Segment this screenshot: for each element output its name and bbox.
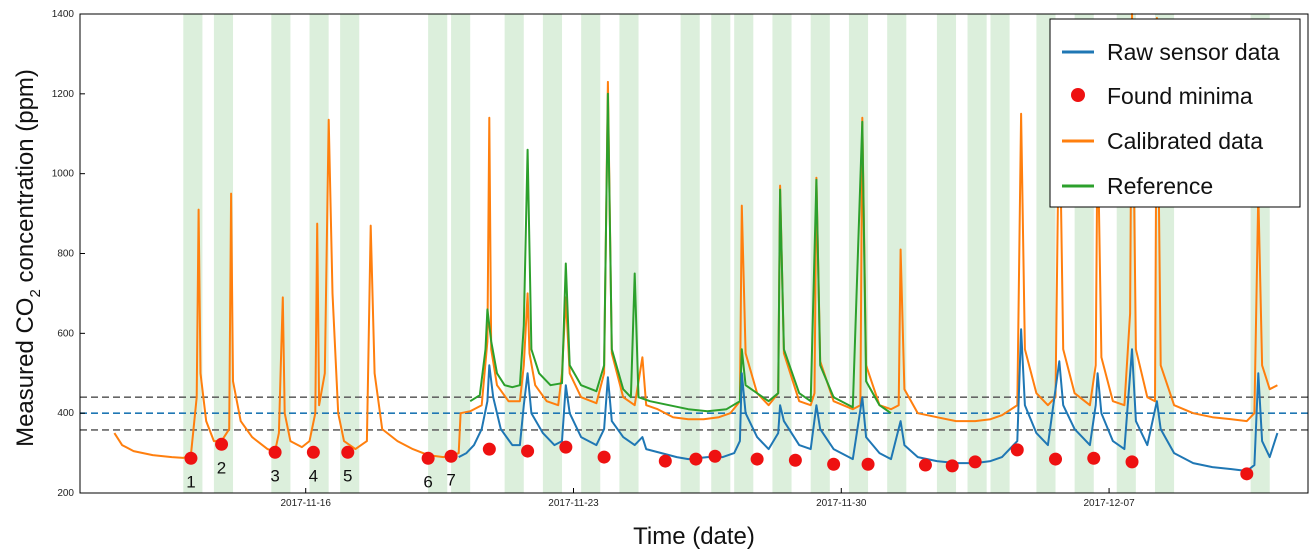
minima-marker [658, 454, 672, 468]
shaded-band [680, 14, 700, 493]
minima-layer: 1 2 3 4 5 6 7 [184, 437, 1254, 491]
shaded-band [340, 14, 360, 493]
series-line-calibrated-data [113, 13, 1278, 459]
shaded-band [711, 14, 731, 493]
legend-label-raw: Raw sensor data [1107, 39, 1280, 65]
minima-marker [788, 453, 802, 467]
legend: Raw sensor data Found minima Calibrated … [1049, 18, 1301, 208]
y-tick-label: 800 [57, 249, 74, 260]
minima-marker [597, 450, 611, 464]
minima-marker [861, 457, 875, 471]
shaded-band [990, 14, 1010, 493]
y-tick-label: 600 [57, 328, 74, 339]
legend-label-reference: Reference [1107, 173, 1213, 199]
shaded-band [542, 14, 563, 493]
minima-marker [708, 449, 722, 463]
legend-box [1049, 18, 1301, 208]
minima-label: 2 [217, 458, 226, 477]
minima-marker [521, 444, 535, 458]
x-tick-label: 2017-11-23 [548, 498, 599, 509]
y-tick-label: 1200 [52, 89, 75, 100]
legend-label-minima: Found minima [1107, 83, 1253, 109]
minima-marker [444, 449, 458, 463]
series-layer [113, 13, 1279, 472]
minima-label: 1 [186, 472, 195, 491]
minima-marker [215, 437, 229, 451]
minima-marker [1087, 451, 1101, 465]
legend-label-calibrated: Calibrated data [1107, 128, 1263, 154]
series-line-raw-sensor-data [458, 328, 1279, 472]
minima-label: 3 [270, 466, 279, 485]
y-tick-label: 400 [57, 408, 74, 419]
y-tick-label: 200 [57, 488, 74, 499]
minima-label: 4 [309, 466, 318, 485]
minima-marker [341, 445, 355, 459]
y-tick-label: 1000 [52, 169, 75, 180]
minima-marker [689, 452, 703, 466]
minima-marker [827, 457, 841, 471]
y-axis-ticks: 200 400 600 800 1000 1200 1400 [52, 9, 85, 499]
shaded-band [967, 14, 987, 493]
x-tick-label: 2017-12-07 [1083, 498, 1135, 509]
shaded-band [271, 14, 291, 493]
shaded-band [428, 14, 448, 493]
minima-marker [559, 440, 573, 454]
minima-marker [1049, 452, 1063, 466]
minima-label: 5 [343, 466, 352, 485]
x-tick-label: 2017-11-16 [280, 498, 331, 509]
shaded-band [213, 14, 234, 493]
minima-label: 6 [423, 472, 432, 491]
y-tick-label: 1400 [52, 9, 75, 20]
y-axis-title-rest: concentration (ppm) [12, 69, 39, 289]
x-axis-ticks: 2017-11-16 2017-11-23 2017-11-30 2017-12-07 [280, 488, 1135, 509]
minima-marker [918, 458, 932, 472]
shaded-band [887, 14, 907, 493]
minima-marker [184, 451, 198, 465]
minima-marker [306, 445, 320, 459]
minima-label: 7 [446, 470, 455, 489]
shaded-band [504, 14, 524, 493]
minima-marker [750, 452, 764, 466]
y-axis-title-main: Measured CO [12, 298, 39, 447]
minima-marker [968, 455, 982, 469]
shaded-band [619, 14, 639, 493]
shaded-band [936, 14, 957, 493]
shaded-band [581, 14, 601, 493]
minima-marker [421, 451, 435, 465]
x-tick-label: 2017-11-30 [816, 498, 867, 509]
minima-marker [1125, 455, 1139, 469]
legend-swatch-minima [1071, 88, 1085, 102]
minima-marker [1010, 443, 1024, 457]
y-axis-title-subscript: 2 [27, 289, 44, 297]
minima-marker [1240, 467, 1254, 481]
shaded-band [451, 14, 471, 493]
y-axis-title: Measured CO2 concentration (ppm) [12, 69, 44, 447]
minima-marker [945, 459, 959, 473]
x-axis-title: Time (date) [633, 523, 755, 550]
series-line-reference [469, 92, 892, 415]
minima-marker [482, 442, 496, 456]
minima-marker [268, 445, 282, 459]
